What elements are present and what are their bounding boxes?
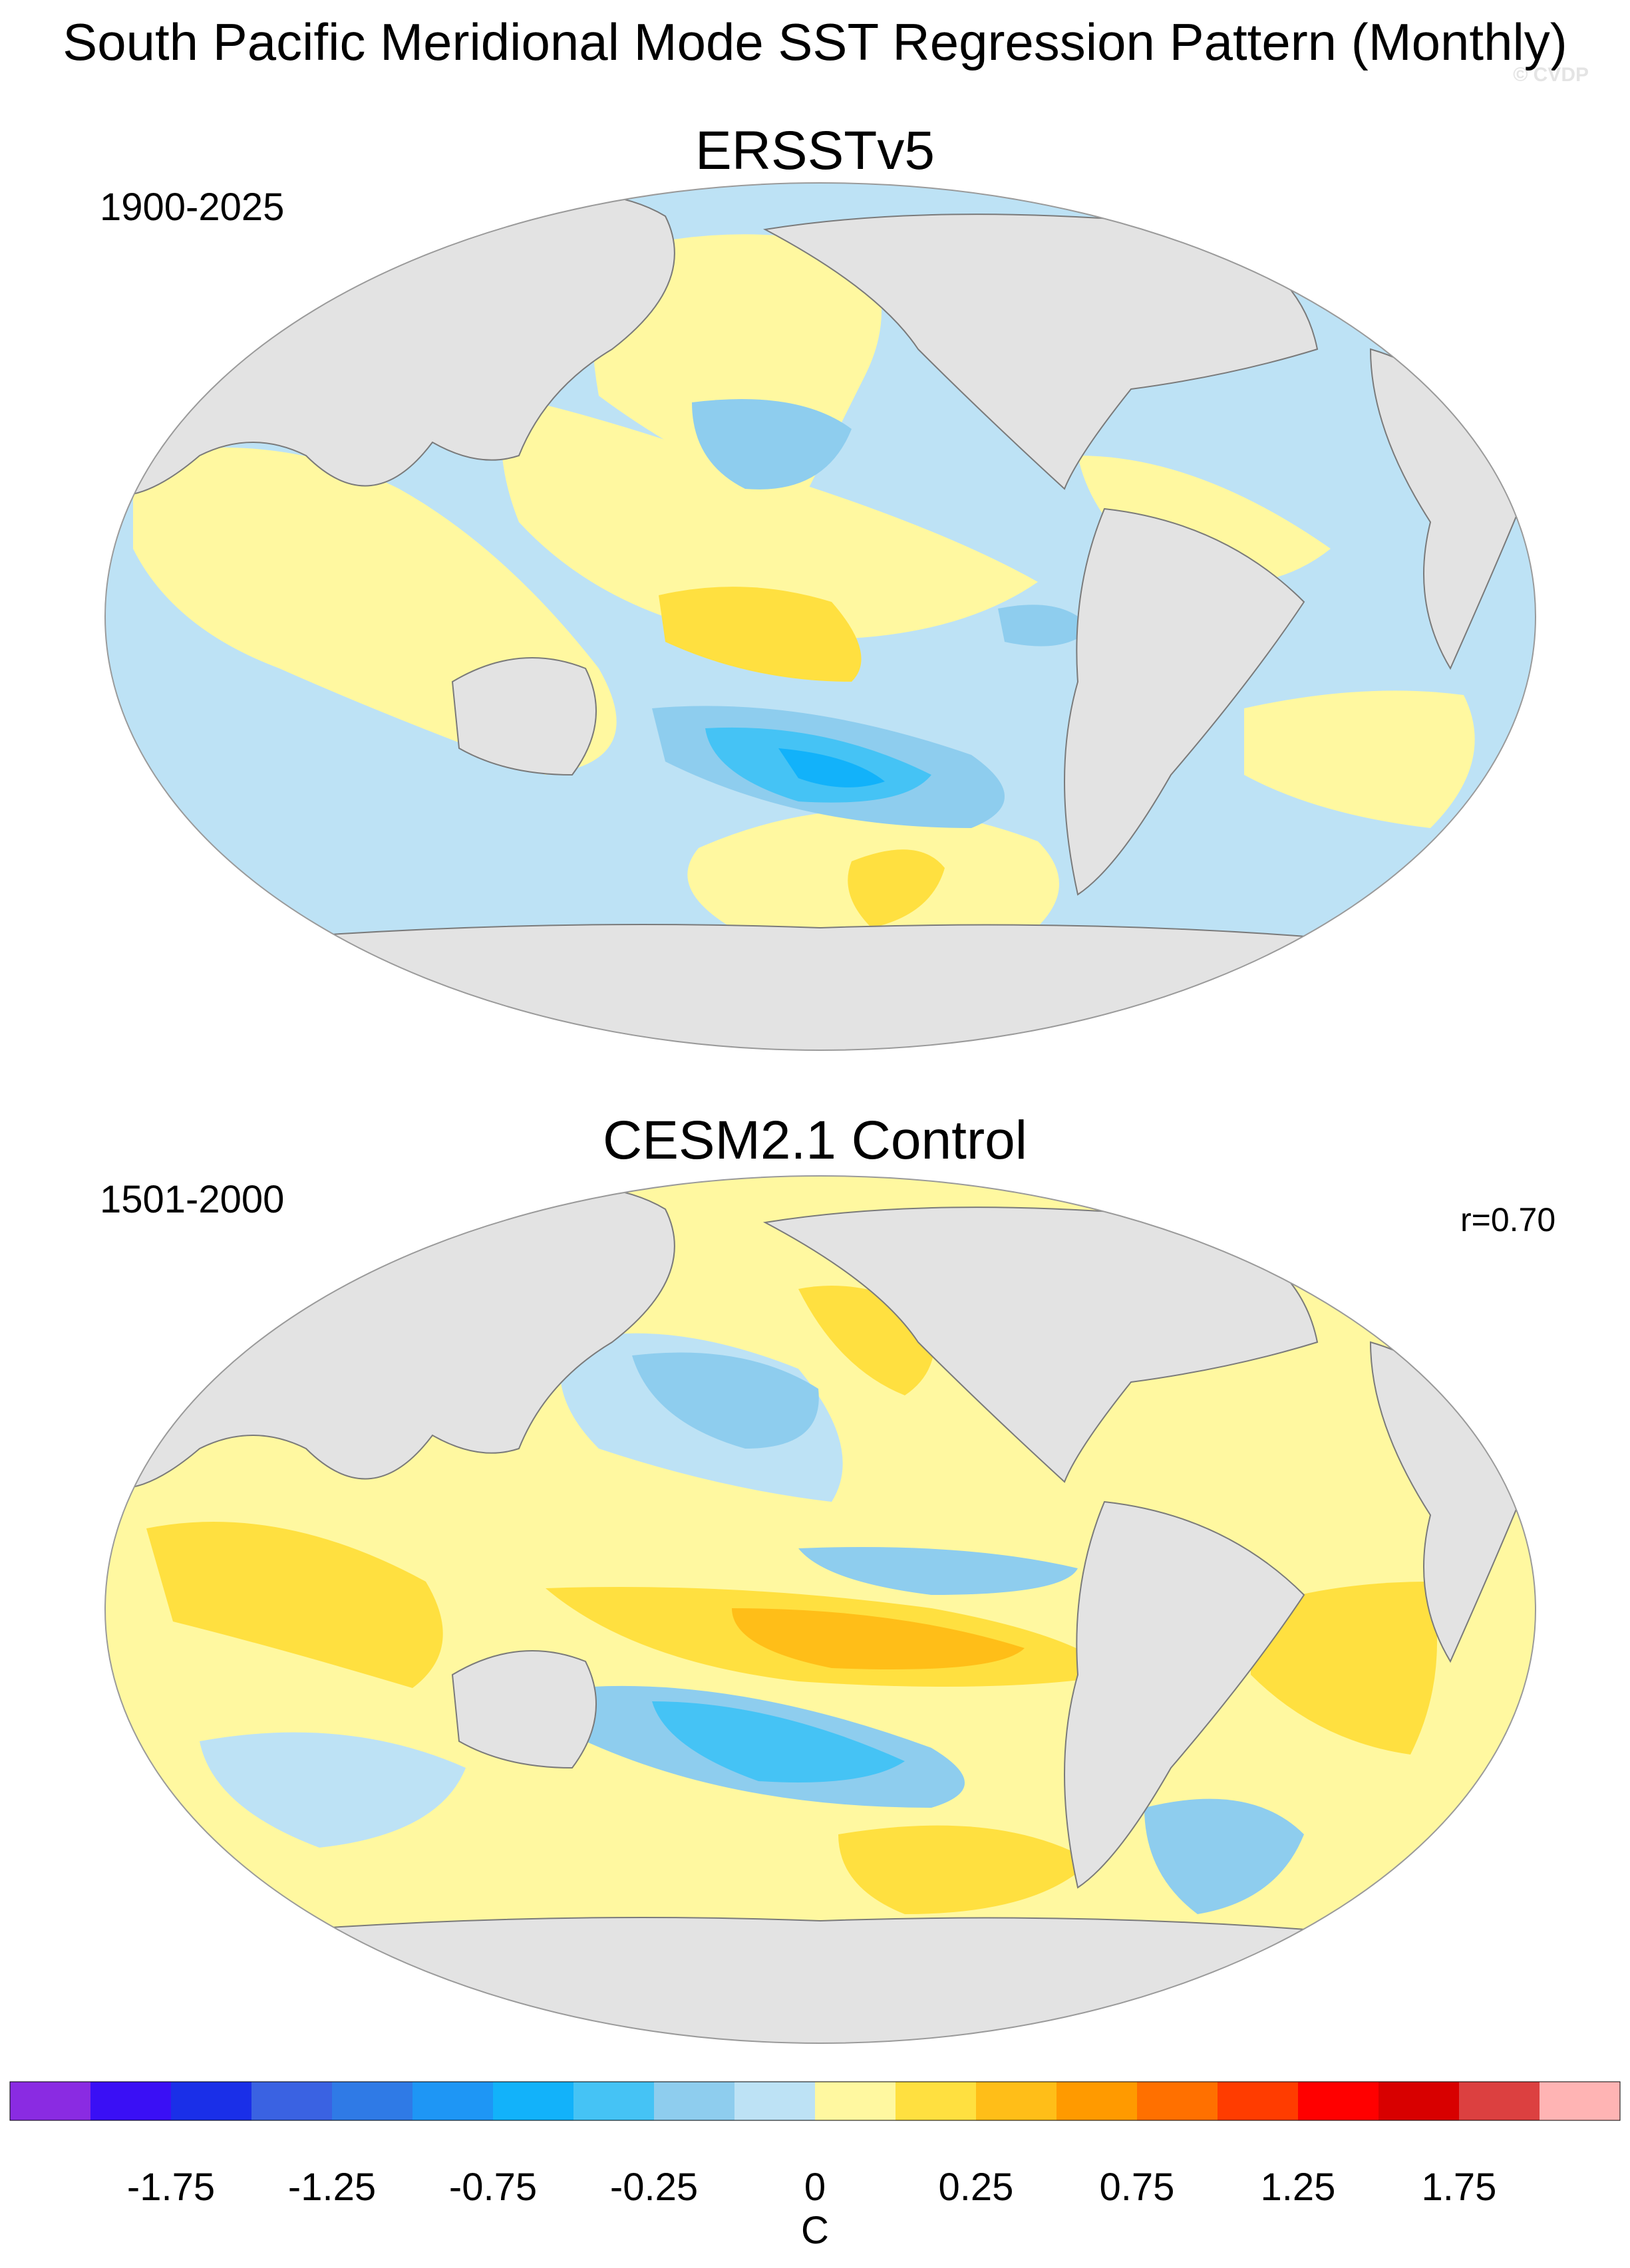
colorbar-segment [1218, 2082, 1298, 2120]
colorbar-segment [734, 2082, 815, 2120]
colorbar-tick-label: -0.25 [609, 2166, 699, 2209]
land-antarctica [105, 1917, 1536, 2043]
watermark: © CVDP [1513, 64, 1589, 86]
warm-anomaly-south-atlantic [1251, 1582, 1437, 1755]
land-north-america [762, 213, 1319, 490]
panel-period-cesm: 1501-2000 [100, 1178, 285, 1221]
colorbar-segment [493, 2082, 573, 2120]
colorbar-segment [1057, 2082, 1137, 2120]
figure-title: South Pacific Meridional Mode SST Regres… [63, 13, 1567, 71]
land-south-america [1064, 507, 1305, 896]
colorbar-tick-label: 0.75 [1099, 2166, 1175, 2209]
colorbar-tick-label: 0.25 [938, 2166, 1014, 2209]
colorbar-segment [573, 2082, 654, 2120]
colorbar-tick-label: 1.75 [1421, 2166, 1497, 2209]
colorbar-segment [1379, 2082, 1459, 2120]
colorbar-segment [171, 2082, 251, 2120]
colorbar-segment [815, 2082, 896, 2120]
colorbar-segment [1298, 2082, 1379, 2120]
panel-period-ersstv5: 1900-2025 [100, 186, 285, 229]
warm-anomaly-north-subtropical-pacific [659, 587, 862, 682]
colorbar-segment [654, 2082, 734, 2120]
panel-title-cesm: CESM2.1 Control [602, 1110, 1028, 1171]
colorbar-segment [896, 2082, 976, 2120]
land-antarctica [105, 924, 1536, 1050]
colorbar-tick-label: 1.25 [1260, 2166, 1336, 2209]
cool-anomaly-north-pacific [632, 1352, 819, 1449]
colorbar-border [9, 2081, 1621, 2121]
strong-warm-anomaly-central-pacific [732, 1608, 1025, 1669]
cool-anomaly-north-pacific [692, 399, 852, 490]
sst-map-ersstv5 [104, 182, 1536, 1051]
pattern-correlation: r=0.70 [1460, 1201, 1556, 1238]
colorbar-tick-label: -0.75 [448, 2166, 538, 2209]
colorbar-segment [251, 2082, 332, 2120]
colorbar-segment [976, 2082, 1057, 2120]
colorbar-unit: C [801, 2209, 829, 2252]
sst-map-cesm [104, 1175, 1536, 2044]
cool-anomaly-south-pacific-core [652, 1701, 905, 1782]
colorbar-segment [1459, 2082, 1540, 2120]
cool-anomaly-south-pacific-core [778, 748, 885, 787]
colorbar-segment [1540, 2082, 1620, 2120]
colorbar-tick-label: -1.25 [287, 2166, 377, 2209]
map-outline [104, 1175, 1536, 2044]
colorbar-tick-label: 0 [804, 2166, 826, 2209]
warm-anomaly-south-pacific [848, 849, 945, 928]
colorbar-segment [332, 2082, 412, 2120]
cool-anomaly-southern-indian [200, 1732, 466, 1848]
land-south-america [1064, 1500, 1305, 1889]
map-outline [104, 182, 1536, 1051]
colorbar-segment [90, 2082, 171, 2120]
colorbar-segment [10, 2082, 90, 2120]
warm-anomaly-indian-ocean [146, 1522, 443, 1688]
colorbar-segment [1137, 2082, 1218, 2120]
land-australia [451, 1650, 597, 1769]
cool-anomaly-equatorial-band [798, 1547, 1078, 1595]
colorbar-tick-label: -1.75 [126, 2166, 216, 2209]
warm-anomaly-south-pacific [838, 1825, 1091, 1914]
colorbar [9, 2081, 1621, 2121]
colorbar-segment [412, 2082, 493, 2120]
land-north-america [762, 1206, 1319, 1483]
positive-anomaly-south-atlantic [1244, 690, 1475, 828]
positive-anomaly-central-pacific [501, 396, 1038, 640]
cool-anomaly-southwest-atlantic [1144, 1798, 1304, 1914]
panel-title-ersstv5: ERSSTv5 [695, 120, 935, 181]
land-australia [451, 657, 597, 776]
cool-anomaly-eastern-pacific [998, 605, 1091, 646]
